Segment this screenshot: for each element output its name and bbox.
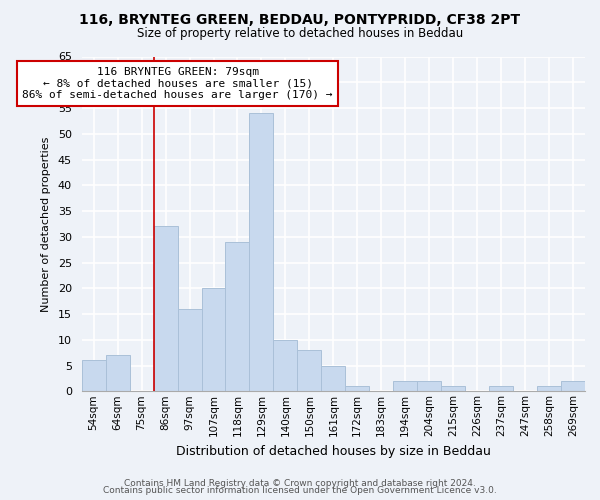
X-axis label: Distribution of detached houses by size in Beddau: Distribution of detached houses by size … xyxy=(176,444,491,458)
Bar xyxy=(393,381,417,392)
Text: Contains HM Land Registry data © Crown copyright and database right 2024.: Contains HM Land Registry data © Crown c… xyxy=(124,478,476,488)
Bar xyxy=(298,350,322,392)
Bar xyxy=(417,381,441,392)
Bar xyxy=(106,355,130,392)
Bar xyxy=(561,381,585,392)
Bar xyxy=(489,386,513,392)
Bar xyxy=(346,386,369,392)
Bar xyxy=(537,386,561,392)
Bar xyxy=(322,366,346,392)
Text: 116, BRYNTEG GREEN, BEDDAU, PONTYPRIDD, CF38 2PT: 116, BRYNTEG GREEN, BEDDAU, PONTYPRIDD, … xyxy=(79,12,521,26)
Bar xyxy=(154,226,178,392)
Bar xyxy=(226,242,250,392)
Bar xyxy=(441,386,465,392)
Bar xyxy=(274,340,298,392)
Bar xyxy=(202,288,226,392)
Bar xyxy=(250,113,274,392)
Bar xyxy=(82,360,106,392)
Text: 116 BRYNTEG GREEN: 79sqm
← 8% of detached houses are smaller (15)
86% of semi-de: 116 BRYNTEG GREEN: 79sqm ← 8% of detache… xyxy=(22,67,333,100)
Text: Contains public sector information licensed under the Open Government Licence v3: Contains public sector information licen… xyxy=(103,486,497,495)
Text: Size of property relative to detached houses in Beddau: Size of property relative to detached ho… xyxy=(137,28,463,40)
Y-axis label: Number of detached properties: Number of detached properties xyxy=(41,136,51,312)
Bar xyxy=(178,309,202,392)
